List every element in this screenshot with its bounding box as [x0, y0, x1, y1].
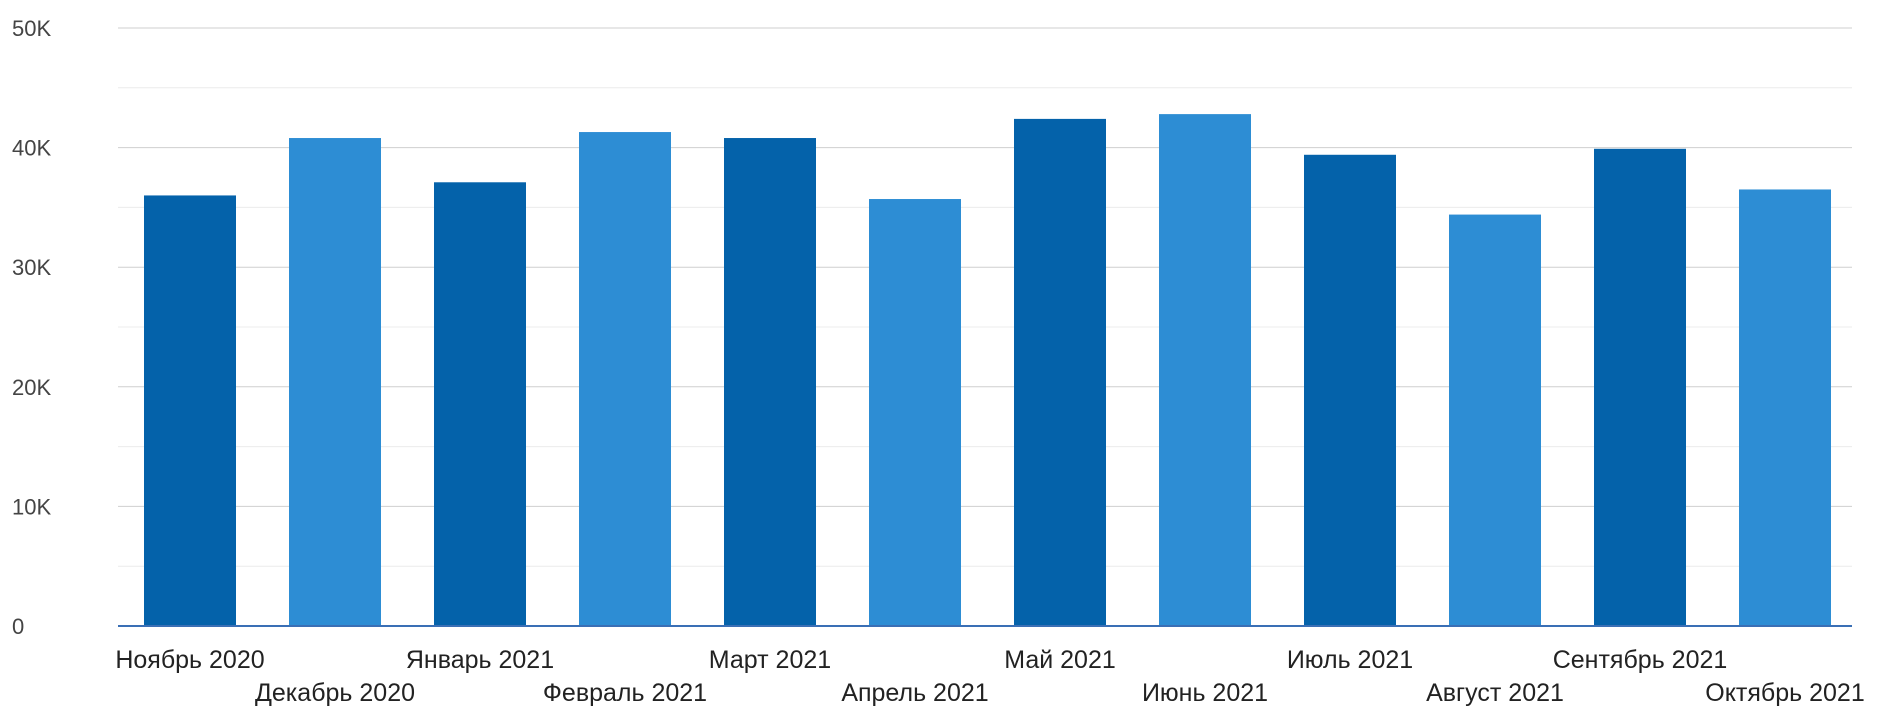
bar — [1594, 148, 1686, 626]
bar — [1304, 154, 1396, 626]
bar — [1159, 114, 1251, 626]
y-axis-tick-labels: 0 10K 20K 30K 40K 50K — [12, 16, 51, 639]
x-category-label: Июнь 2021 — [1142, 679, 1268, 707]
bar — [1739, 189, 1831, 626]
y-tick-label: 0 — [12, 614, 24, 639]
x-category-label: Ноябрь 2020 — [115, 646, 264, 674]
bar — [1014, 118, 1106, 627]
bar — [434, 182, 526, 626]
x-category-label: Март 2021 — [709, 646, 831, 674]
x-category-label: Январь 2021 — [406, 646, 554, 674]
bar-series — [144, 114, 1831, 627]
bar — [579, 132, 671, 626]
bar — [1449, 214, 1541, 627]
y-tick-label: 20K — [12, 375, 51, 400]
y-tick-label: 10K — [12, 494, 51, 519]
y-tick-label: 50K — [12, 16, 51, 41]
y-tick-label: 40K — [12, 136, 51, 161]
grid-lines — [118, 27, 1852, 567]
bar — [144, 195, 236, 626]
bar — [724, 138, 816, 627]
y-tick-label: 30K — [12, 255, 51, 280]
x-category-label: Сентябрь 2021 — [1553, 646, 1728, 674]
x-category-label: Апрель 2021 — [841, 679, 988, 707]
x-axis-category-labels: Ноябрь 2020 Декабрь 2020 Январь 2021 Феврал… — [115, 646, 1864, 707]
bar — [289, 138, 381, 627]
x-category-label: Октябрь 2021 — [1705, 679, 1864, 707]
x-category-label: Июль 2021 — [1287, 646, 1413, 674]
x-category-label: Февраль 2021 — [543, 679, 707, 707]
bar — [869, 199, 961, 626]
x-category-label: Май 2021 — [1004, 646, 1116, 674]
x-category-label: Август 2021 — [1426, 679, 1564, 707]
x-category-label: Декабрь 2020 — [255, 679, 415, 707]
